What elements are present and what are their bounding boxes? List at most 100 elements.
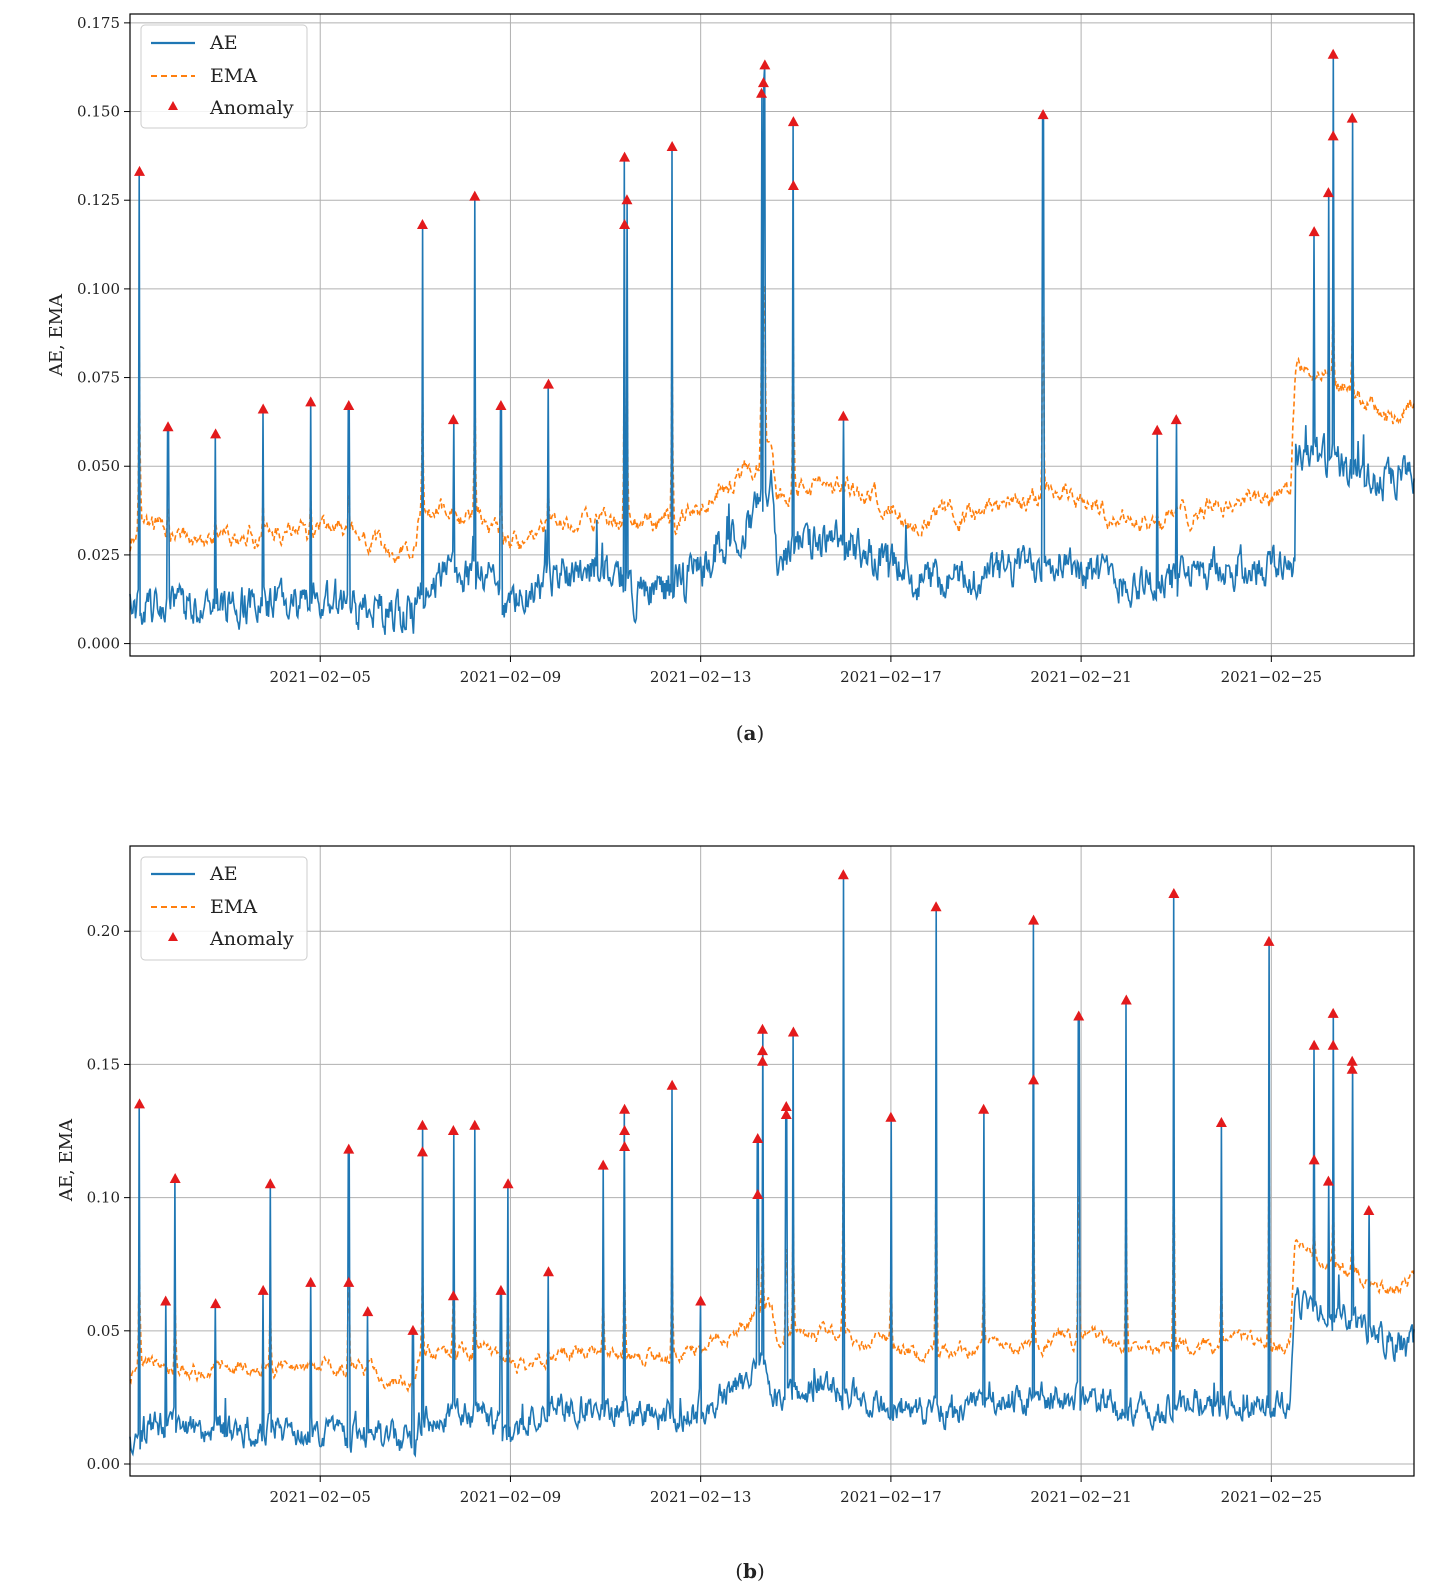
anomaly-marker-b-22 bbox=[619, 1141, 631, 1152]
anomaly-marker-a-24 bbox=[1308, 226, 1320, 237]
x-tick-label-b-4: 2021−02−21 bbox=[1030, 1488, 1131, 1506]
legend-box-a bbox=[140, 24, 308, 129]
legend-anomaly-label-a: Anomaly bbox=[209, 97, 294, 119]
y-tick-label-a-3: 0.075 bbox=[77, 369, 120, 387]
anomaly-marker-b-49 bbox=[1346, 1055, 1358, 1066]
x-tick-label-a-0: 2021−02−05 bbox=[269, 668, 370, 686]
anomaly-marker-a-2 bbox=[210, 428, 222, 439]
x-tick-label-b-3: 2021−02−17 bbox=[840, 1488, 941, 1506]
anomaly-marker-a-10 bbox=[542, 378, 554, 389]
anomaly-marker-b-4 bbox=[257, 1284, 269, 1295]
x-tick-label-a-3: 2021−02−17 bbox=[840, 668, 941, 686]
anomaly-marker-a-11 bbox=[619, 151, 631, 162]
anomaly-marker-a-0 bbox=[134, 165, 146, 176]
anomaly-marker-b-34 bbox=[885, 1111, 897, 1122]
x-axis-ticks-a: 2021−02−05 2021−02−09 2021−02−13 2021−02−17… bbox=[269, 656, 1322, 686]
anomaly-marker-b-21 bbox=[619, 1125, 631, 1136]
anomaly-marker-b-0 bbox=[134, 1098, 146, 1109]
ae-series-b bbox=[129, 875, 1415, 1458]
y-tick-label-b-3: 0.15 bbox=[87, 1055, 120, 1073]
caption-a: (a) bbox=[736, 721, 765, 745]
anomaly-marker-b-20 bbox=[619, 1103, 631, 1114]
anomaly-marker-b-23 bbox=[666, 1079, 678, 1090]
anomaly-marker-a-19 bbox=[787, 180, 799, 191]
chart-panel-a: 0.000 0.025 0.050 0.075 0.100 0.125 0.150 0.175… bbox=[46, 13, 1415, 745]
anomaly-marker-b-48 bbox=[1327, 1039, 1339, 1050]
anomaly-marker-a-22 bbox=[1151, 424, 1163, 435]
anomaly-marker-a-4 bbox=[305, 396, 317, 407]
anomaly-marker-a-18 bbox=[787, 116, 799, 127]
anomaly-marker-a-15 bbox=[759, 59, 771, 70]
anomaly-marker-b-10 bbox=[407, 1324, 419, 1335]
anomaly-marker-b-30 bbox=[780, 1101, 792, 1112]
ema-series-a bbox=[129, 278, 1415, 564]
x-tick-label-a-2: 2021−02−13 bbox=[650, 668, 751, 686]
plot-frame-b bbox=[129, 845, 1415, 1477]
anomaly-marker-b-38 bbox=[1028, 1074, 1040, 1085]
y-axis-ticks-a: 0.000 0.025 0.050 0.075 0.100 0.125 0.150 0.175 bbox=[77, 14, 130, 653]
ae-series-a bbox=[129, 54, 1415, 635]
anomaly-marker-a-12 bbox=[621, 194, 633, 205]
anomaly-marker-b-35 bbox=[930, 901, 942, 912]
grid-a bbox=[130, 14, 1414, 656]
y-tick-label-a-6: 0.150 bbox=[77, 103, 120, 121]
x-tick-label-a-4: 2021−02−21 bbox=[1030, 668, 1131, 686]
legend-anomaly-label-b: Anomaly bbox=[209, 928, 294, 950]
y-tick-label-b-4: 0.20 bbox=[87, 922, 120, 940]
legend-ae-label-b: AE bbox=[209, 863, 238, 885]
anomaly-marker-b-8 bbox=[343, 1276, 355, 1287]
anomaly-marker-b-36 bbox=[978, 1103, 990, 1114]
anomaly-marker-b-17 bbox=[502, 1178, 514, 1189]
anomaly-marker-a-20 bbox=[837, 410, 849, 421]
anomaly-marker-a-3 bbox=[257, 403, 269, 414]
anomaly-marker-b-19 bbox=[597, 1159, 609, 1170]
anomaly-marker-b-44 bbox=[1308, 1039, 1320, 1050]
y-tick-label-a-5: 0.125 bbox=[77, 191, 120, 209]
y-tick-label-b-2: 0.10 bbox=[87, 1189, 120, 1207]
anomaly-marker-b-45 bbox=[1308, 1154, 1320, 1165]
legend-anomaly-marker-a bbox=[168, 101, 178, 110]
y-tick-label-a-1: 0.025 bbox=[77, 546, 120, 564]
anomaly-marker-b-50 bbox=[1346, 1063, 1358, 1074]
legend-box-b bbox=[140, 856, 308, 961]
anomaly-marker-b-40 bbox=[1120, 994, 1132, 1005]
y-tick-label-a-4: 0.100 bbox=[77, 280, 120, 298]
ema-line-a bbox=[129, 278, 1415, 564]
anomaly-marker-b-31 bbox=[780, 1109, 792, 1120]
anomaly-marker-a-28 bbox=[1346, 112, 1358, 123]
anomaly-marker-a-1 bbox=[162, 421, 174, 432]
anomaly-marker-b-51 bbox=[1363, 1204, 1375, 1215]
anomaly-marker-b-33 bbox=[837, 869, 849, 880]
anomaly-marker-b-25 bbox=[752, 1133, 764, 1144]
anomaly-marker-b-2 bbox=[169, 1172, 181, 1183]
y-tick-label-a-7: 0.175 bbox=[77, 14, 120, 32]
ae-line-b bbox=[129, 875, 1415, 1458]
legend-ae-label-a: AE bbox=[209, 32, 238, 54]
anomaly-marker-b-32 bbox=[787, 1026, 799, 1037]
anomaly-marker-b-18 bbox=[542, 1266, 554, 1277]
anomaly-marker-a-5 bbox=[343, 399, 355, 410]
anomaly-markers-a bbox=[134, 48, 1358, 439]
anomaly-marker-a-7 bbox=[447, 414, 459, 425]
anomaly-marker-a-6 bbox=[416, 219, 428, 230]
anomaly-marker-a-17 bbox=[756, 87, 768, 98]
x-tick-label-a-5: 2021−02−25 bbox=[1221, 668, 1322, 686]
anomaly-marker-a-23 bbox=[1170, 414, 1182, 425]
anomaly-marker-a-26 bbox=[1327, 48, 1339, 59]
anomaly-marker-a-8 bbox=[469, 190, 481, 201]
y-tick-label-b-0: 0.00 bbox=[87, 1455, 120, 1473]
anomaly-marker-b-29 bbox=[756, 1055, 768, 1066]
anomaly-marker-a-9 bbox=[495, 399, 507, 410]
anomaly-marker-b-9 bbox=[362, 1306, 374, 1317]
ema-series-b bbox=[129, 1110, 1415, 1393]
anomaly-marker-b-1 bbox=[160, 1295, 172, 1306]
anomaly-marker-a-16 bbox=[757, 77, 769, 88]
anomaly-marker-a-21 bbox=[1037, 109, 1049, 120]
x-axis-ticks-b: 2021−02−05 2021−02−09 2021−02−13 2021−02−17… bbox=[269, 1476, 1322, 1506]
anomaly-marker-b-13 bbox=[447, 1125, 459, 1136]
anomaly-markers-b bbox=[134, 869, 1375, 1335]
anomaly-marker-b-7 bbox=[343, 1143, 355, 1154]
legend-b: AE EMA Anomaly bbox=[140, 856, 308, 961]
y-tick-label-b-1: 0.05 bbox=[87, 1322, 120, 1340]
legend-ema-label-a: EMA bbox=[210, 65, 257, 87]
